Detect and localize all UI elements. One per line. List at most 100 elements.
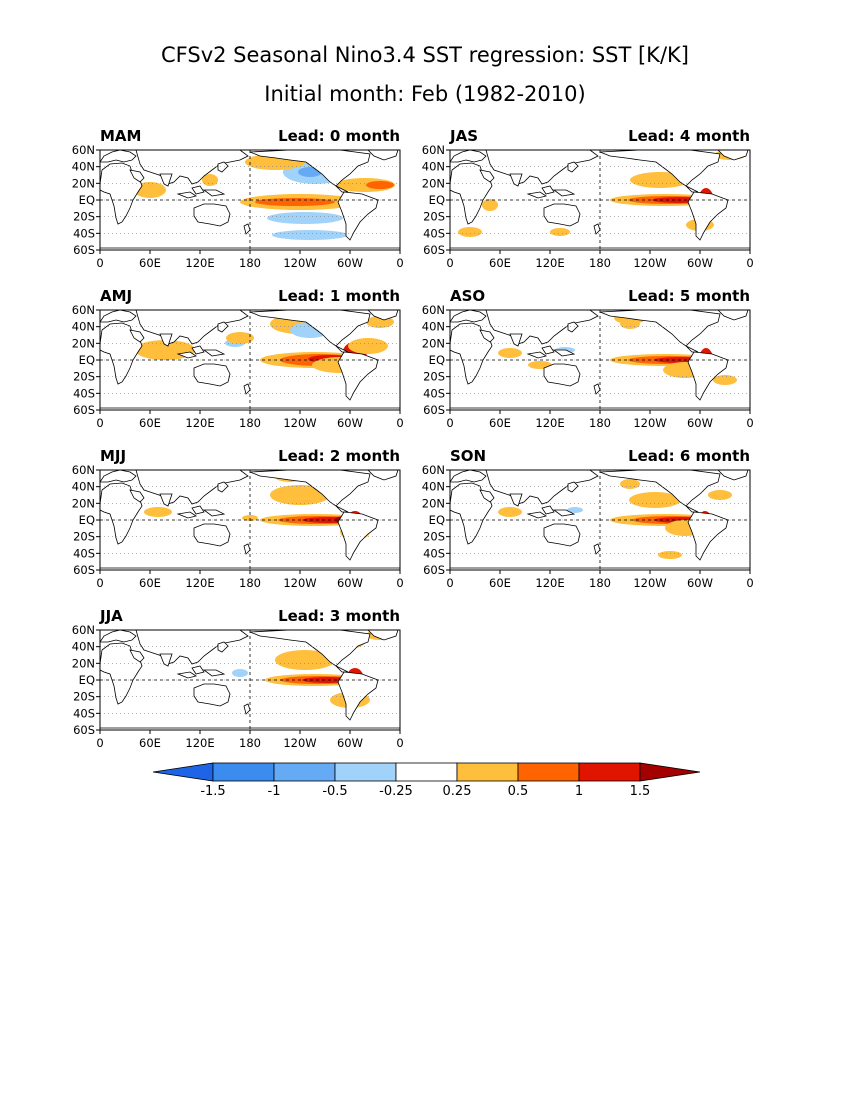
x-tick-label: 0 <box>446 576 453 590</box>
colorbar-label: -0.5 <box>322 784 347 799</box>
y-tick-label: 60N <box>72 623 95 637</box>
anomaly-area <box>658 551 682 559</box>
x-tick-label: 120W <box>633 416 666 430</box>
y-tick-label: 60N <box>72 143 95 157</box>
panel-lead-label: Lead: 2 month <box>278 447 400 465</box>
colorbar-box <box>273 762 336 782</box>
anomaly-area <box>267 212 343 224</box>
y-tick-label: 60S <box>73 723 95 737</box>
anomaly-area <box>348 338 388 354</box>
y-tick-label: 60S <box>423 563 445 577</box>
x-tick-label: 180 <box>589 416 611 430</box>
y-tick-label: 60S <box>73 563 95 577</box>
panel-lead-label: Lead: 4 month <box>628 127 750 145</box>
colorbar-label: -0.25 <box>379 784 413 799</box>
y-tick-label: 40S <box>73 546 95 560</box>
y-tick-label: EQ <box>79 193 95 207</box>
anomaly-area <box>620 319 640 329</box>
figure-title: CFSv2 Seasonal Nino3.4 SST regression: S… <box>161 43 689 67</box>
x-tick-label: 120E <box>535 576 564 590</box>
y-tick-label: 20S <box>423 530 445 544</box>
y-tick-label: EQ <box>79 513 95 527</box>
x-tick-label: 0 <box>396 736 403 750</box>
panel-season-label: AMJ <box>100 287 132 305</box>
panel-season-label: MJJ <box>100 447 126 465</box>
x-tick-label: 120E <box>535 256 564 270</box>
x-tick-label: 60W <box>687 256 713 270</box>
anomaly-area <box>498 507 522 517</box>
y-tick-label: 20N <box>72 176 95 190</box>
y-tick-label: 20S <box>73 690 95 704</box>
x-tick-label: 0 <box>446 256 453 270</box>
colorbar-box <box>212 762 275 782</box>
anomaly-area <box>144 507 172 517</box>
panel-lead-label: Lead: 1 month <box>278 287 400 305</box>
y-tick-label: EQ <box>429 193 445 207</box>
anomaly-area <box>498 348 522 358</box>
x-tick-label: 180 <box>239 416 261 430</box>
y-tick-label: 60S <box>73 403 95 417</box>
colorbar-label: 1 <box>575 784 583 799</box>
x-tick-label: 60W <box>337 256 363 270</box>
x-tick-label: 60E <box>139 416 161 430</box>
colorbar-label: -1 <box>268 784 281 799</box>
x-tick-label: 120E <box>185 576 214 590</box>
x-tick-label: 120W <box>633 256 666 270</box>
y-tick-label: 40S <box>423 386 445 400</box>
y-tick-label: 40N <box>72 320 95 334</box>
figure-subtitle: Initial month: Feb (1982-2010) <box>264 82 585 106</box>
y-tick-label: 40S <box>73 706 95 720</box>
y-tick-label: 60S <box>423 403 445 417</box>
panel-season-label: JJA <box>99 607 123 625</box>
panel-lead-label: Lead: 6 month <box>628 447 750 465</box>
x-tick-label: 120E <box>535 416 564 430</box>
anomaly-area <box>482 199 498 211</box>
x-tick-label: 60E <box>489 256 511 270</box>
x-tick-label: 0 <box>396 256 403 270</box>
anomaly-area <box>270 485 330 505</box>
y-tick-label: 40S <box>73 386 95 400</box>
x-tick-label: 60W <box>337 736 363 750</box>
y-tick-label: 20S <box>73 370 95 384</box>
y-tick-label: EQ <box>429 513 445 527</box>
x-tick-label: 0 <box>96 416 103 430</box>
x-tick-label: 0 <box>746 256 753 270</box>
y-tick-label: 40S <box>423 546 445 560</box>
x-tick-label: 60E <box>139 576 161 590</box>
y-tick-label: 40N <box>422 480 445 494</box>
x-tick-label: 60W <box>687 416 713 430</box>
x-tick-label: 60E <box>489 416 511 430</box>
anomaly-area <box>202 174 218 186</box>
y-tick-label: 40N <box>72 160 95 174</box>
panel-season-label: ASO <box>450 287 485 305</box>
y-tick-label: 40N <box>422 320 445 334</box>
colorbar-box <box>334 762 397 782</box>
anomaly-area <box>366 181 394 189</box>
y-tick-label: EQ <box>429 353 445 367</box>
panel-lead-label: Lead: 0 month <box>278 127 400 145</box>
y-tick-label: 20N <box>72 336 95 350</box>
anomaly-area <box>226 332 254 344</box>
x-tick-label: 60E <box>139 736 161 750</box>
colorbar-low-arrow <box>152 762 214 782</box>
y-tick-label: 40N <box>422 160 445 174</box>
x-tick-label: 180 <box>589 576 611 590</box>
y-tick-label: 40S <box>423 226 445 240</box>
anomaly-area <box>550 228 570 236</box>
y-tick-label: 40N <box>72 480 95 494</box>
anomaly-area <box>458 227 482 237</box>
panel-season-label: MAM <box>100 127 141 145</box>
colorbar-label: 0.25 <box>443 784 472 799</box>
x-tick-label: 60E <box>139 256 161 270</box>
y-tick-label: 20N <box>72 656 95 670</box>
anomaly-area <box>629 492 681 508</box>
y-tick-label: 40S <box>73 226 95 240</box>
x-tick-label: 60W <box>337 416 363 430</box>
x-tick-label: 0 <box>446 416 453 430</box>
